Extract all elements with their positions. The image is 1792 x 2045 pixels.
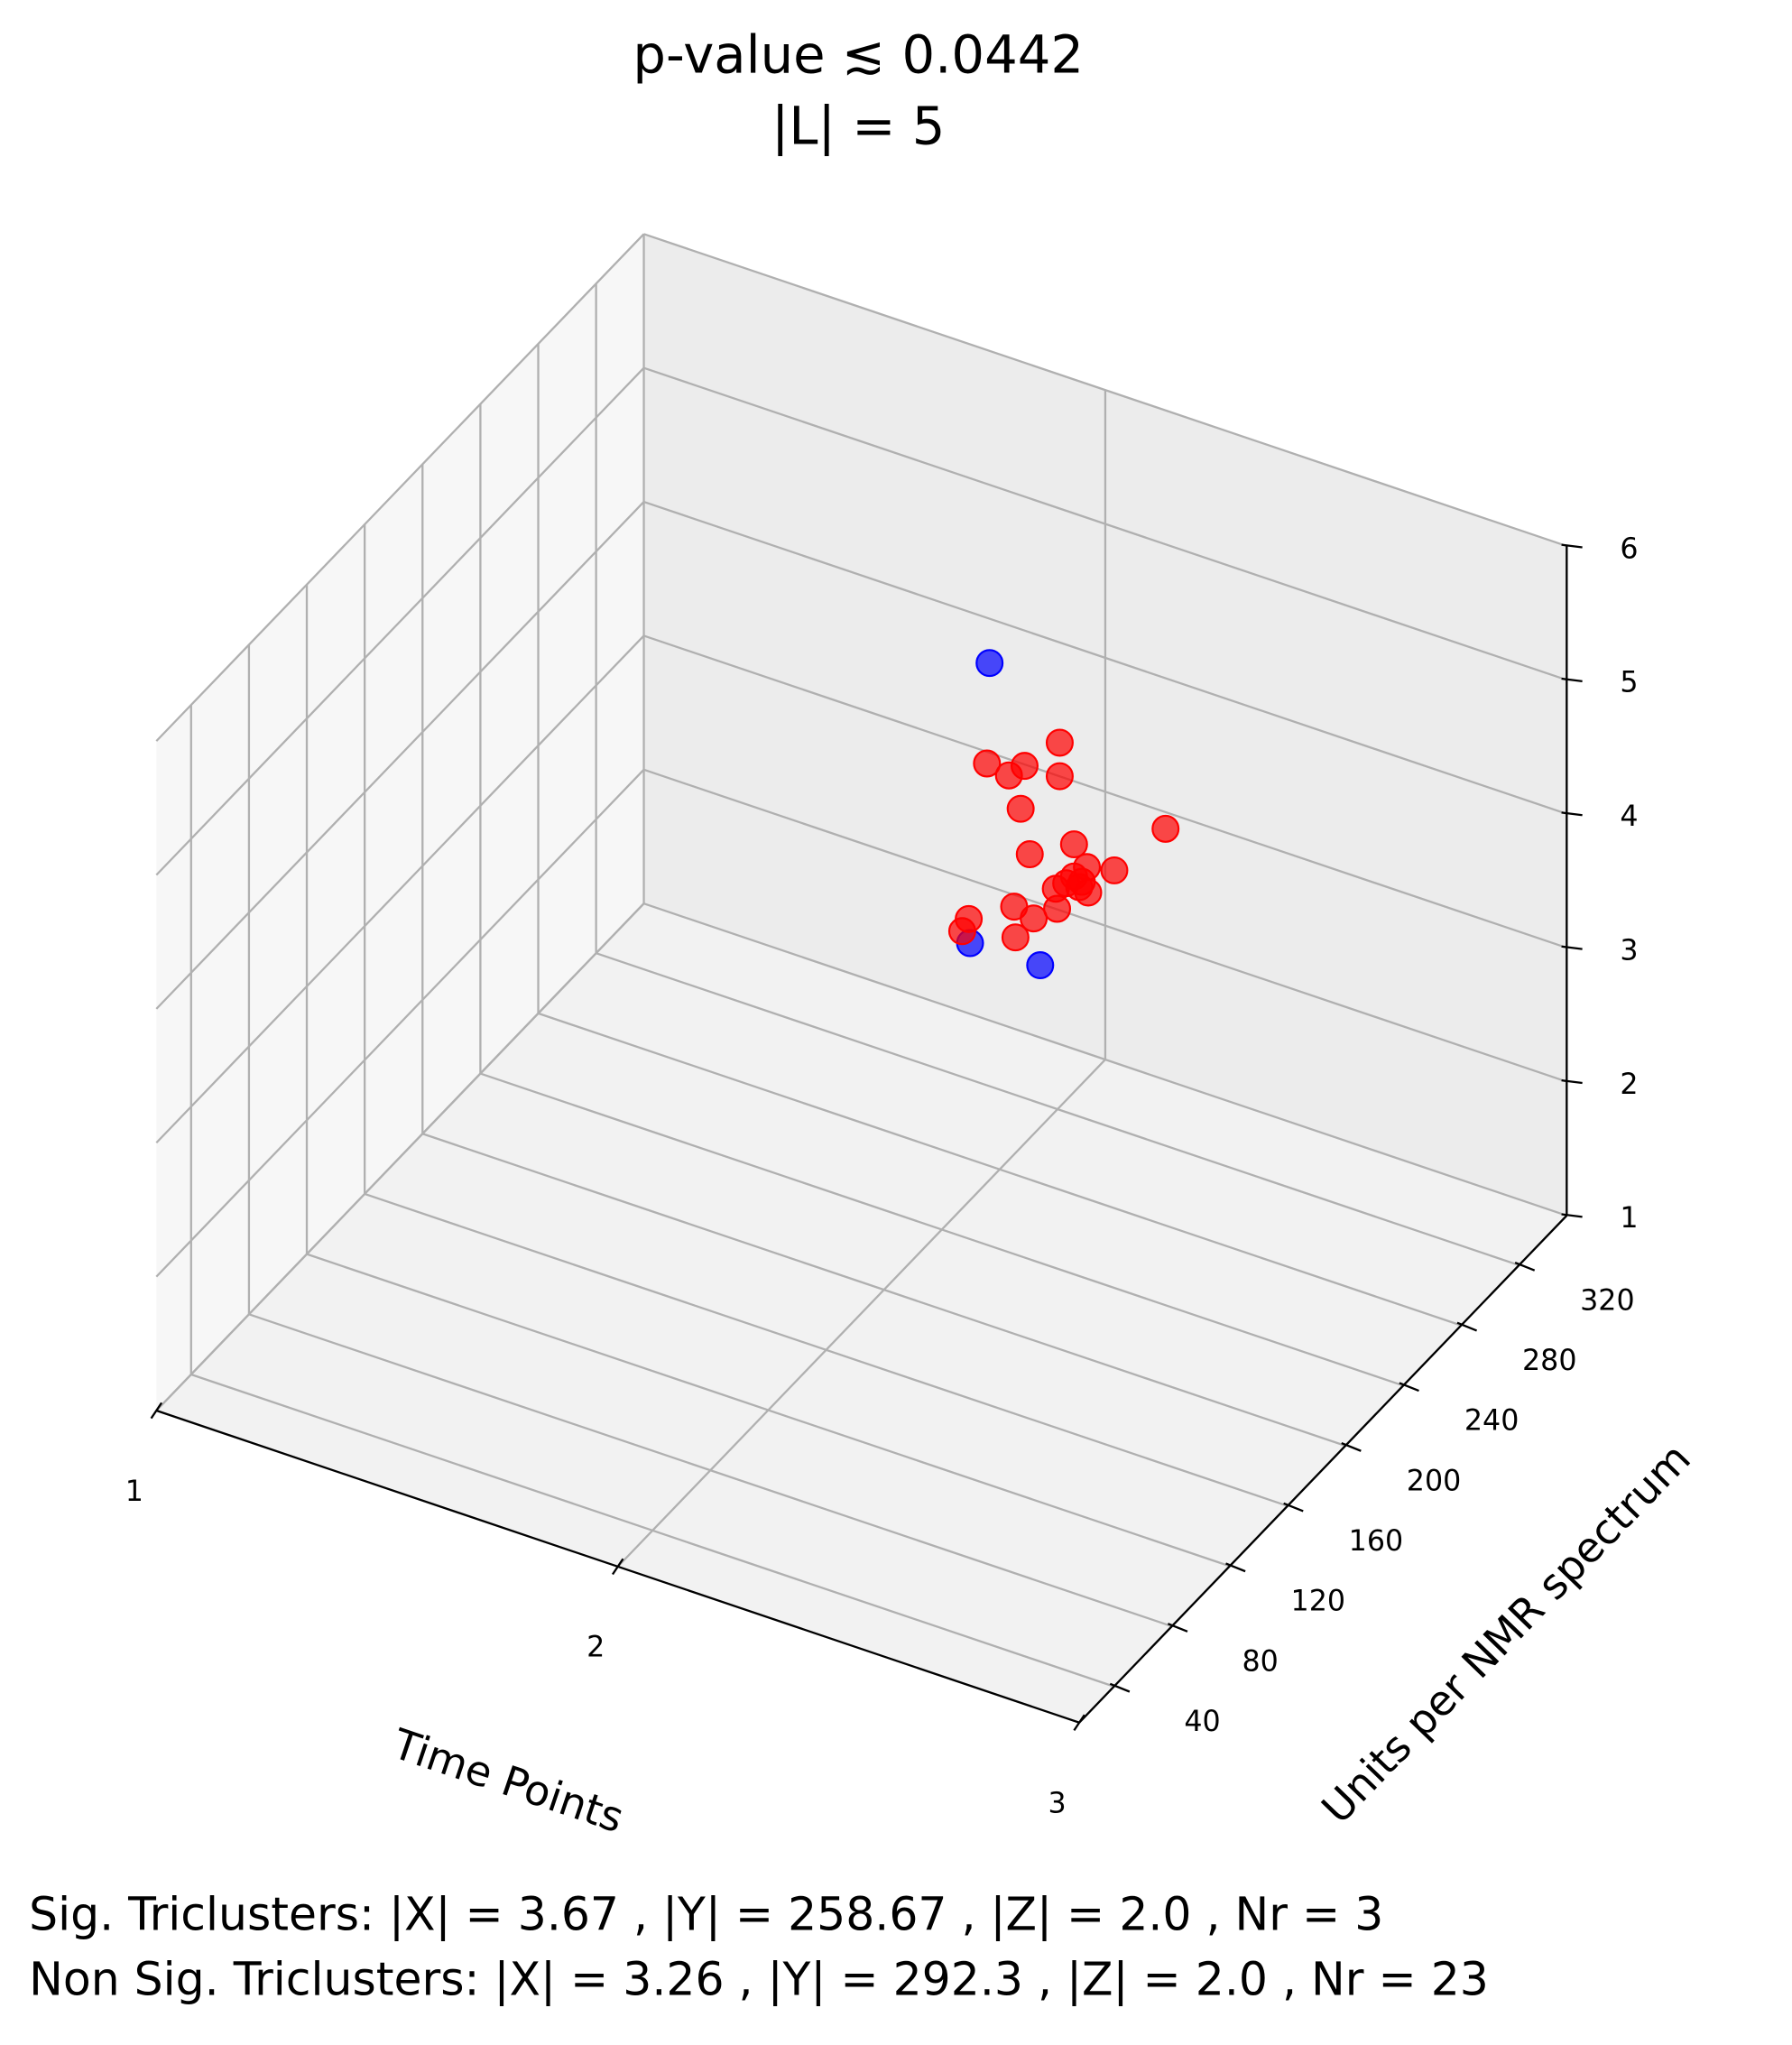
y-tick	[1225, 1562, 1246, 1573]
z-tick	[1561, 811, 1583, 817]
y-tick-label: 40	[1184, 1706, 1220, 1738]
point	[973, 749, 1002, 778]
point	[1010, 752, 1039, 781]
z-tick	[1561, 945, 1583, 950]
point	[1100, 856, 1129, 884]
y-tick	[1283, 1502, 1304, 1513]
z-tick-label: 1	[1620, 1202, 1638, 1235]
y-tick-label: 200	[1407, 1465, 1461, 1497]
x-tick	[150, 1402, 163, 1420]
z-tick	[1561, 1078, 1583, 1085]
grid-line	[364, 1192, 1289, 1507]
grid-line	[643, 500, 1567, 815]
point	[975, 649, 1004, 678]
z-tick	[1561, 1213, 1583, 1218]
grid-line	[155, 233, 645, 742]
annotation: Non Sig. Triclusters: |X| = 3.26 , |Y| =…	[29, 1952, 1489, 2005]
grid-line	[190, 1373, 1114, 1688]
y-axis-label: Units per NMR spectrum	[1312, 1434, 1700, 1833]
grid-line	[248, 1313, 1173, 1628]
chart-title: p-value ≲ 0.0442	[633, 24, 1084, 85]
chart-subtitle: |L| = 5	[771, 97, 945, 157]
point	[1151, 814, 1180, 843]
z-tick-label: 6	[1620, 532, 1638, 565]
x-tick-label: 3	[1048, 1787, 1067, 1819]
y-tick	[1514, 1261, 1536, 1272]
grid-line	[643, 902, 1567, 1217]
grid-line	[155, 634, 645, 1144]
grid-line	[643, 366, 1567, 681]
grid-line	[480, 1072, 1404, 1387]
z-tick-label: 4	[1620, 800, 1638, 833]
y-tick-label: 160	[1349, 1525, 1403, 1558]
grid-line	[643, 634, 1567, 949]
z-tick	[1561, 543, 1583, 549]
z-tick-label: 5	[1620, 667, 1638, 699]
x-tick	[611, 1558, 624, 1576]
annotation: Sig. Triclusters: |X| = 3.67 , |Y| = 258…	[29, 1887, 1383, 1940]
grid-line	[643, 233, 1567, 548]
y-tick-label: 80	[1242, 1645, 1279, 1678]
grid-line	[616, 1059, 1106, 1568]
point	[1020, 904, 1048, 933]
point	[1015, 840, 1044, 869]
y-tick-label: 120	[1291, 1586, 1345, 1618]
y-tick-label: 280	[1522, 1345, 1576, 1377]
point	[947, 917, 976, 946]
grid-line	[155, 902, 645, 1411]
y-tick-label: 240	[1464, 1405, 1519, 1438]
point	[1065, 873, 1094, 902]
point	[1045, 728, 1074, 757]
grid-line	[643, 768, 1567, 1083]
z-tick-label: 3	[1620, 934, 1638, 967]
y-tick	[1167, 1623, 1188, 1633]
point	[1026, 951, 1055, 980]
y-tick	[1399, 1382, 1419, 1393]
point	[1001, 923, 1030, 952]
x-axis-label: Time Points	[386, 1719, 630, 1843]
y-axis-line	[1078, 1215, 1568, 1724]
y-tick-label: 320	[1580, 1284, 1634, 1317]
x-tick-label: 2	[587, 1632, 605, 1664]
x-tick-label: 1	[125, 1476, 143, 1508]
left-pane	[156, 234, 644, 1411]
z-tick	[1561, 677, 1583, 682]
point	[1043, 894, 1072, 923]
grid-line	[596, 952, 1520, 1267]
grid-line	[538, 1012, 1462, 1327]
point	[1006, 794, 1035, 823]
x-tick	[1073, 1714, 1085, 1732]
grid-line	[421, 1133, 1346, 1448]
z-tick-label: 2	[1620, 1069, 1638, 1101]
y-tick	[1456, 1321, 1478, 1332]
point	[1059, 830, 1088, 859]
grid-line	[155, 501, 645, 1010]
grid-line	[155, 769, 645, 1278]
grid-line	[306, 1253, 1231, 1568]
point	[1045, 762, 1074, 791]
y-tick	[1341, 1442, 1362, 1452]
y-tick	[1109, 1682, 1131, 1693]
grid-line	[155, 366, 645, 876]
